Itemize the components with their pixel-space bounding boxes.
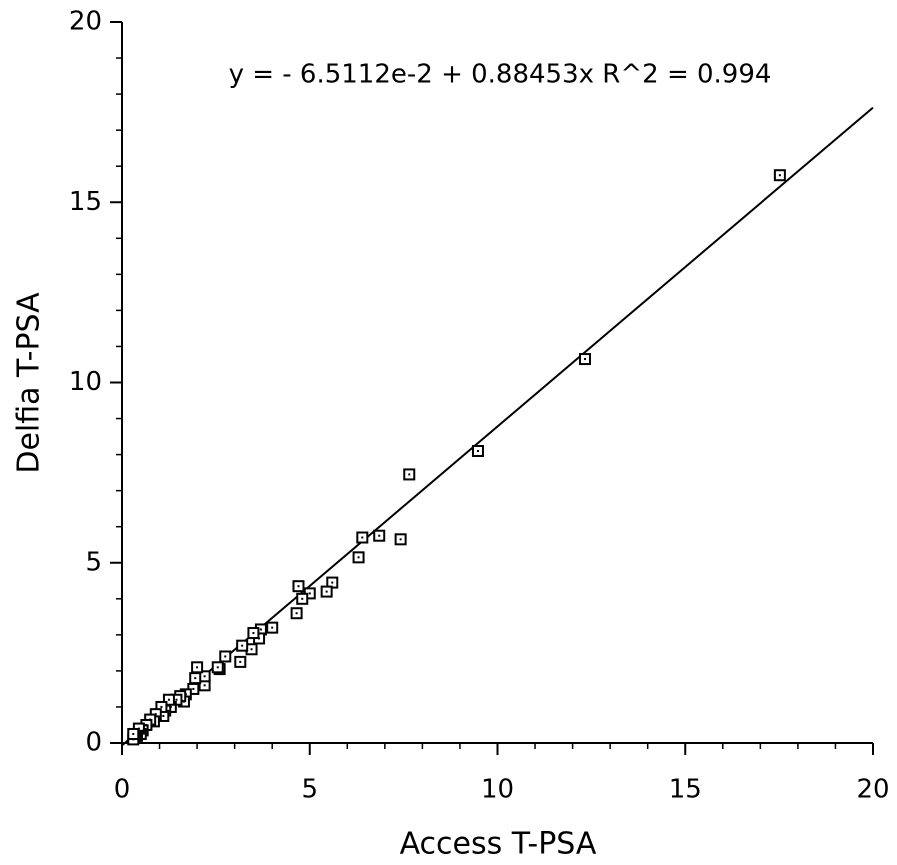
point: [234, 655, 247, 668]
point-dot: [203, 675, 206, 678]
x-tick-label: 15: [669, 775, 702, 805]
fit-line: [121, 106, 874, 747]
point: [247, 627, 260, 640]
point-dot: [252, 632, 255, 635]
x-tick-label: 0: [114, 775, 131, 805]
point-dot: [408, 473, 411, 476]
point: [189, 672, 202, 685]
y-tick-label: 15: [69, 187, 102, 217]
y-tick-label: 0: [85, 728, 102, 758]
y-tick-label: 10: [69, 367, 102, 397]
point-dot: [583, 358, 586, 361]
point-dot: [203, 684, 206, 687]
x-tick-label: 20: [856, 775, 889, 805]
point: [292, 580, 305, 593]
point-dot: [271, 626, 274, 629]
point-dot: [216, 666, 219, 669]
point-dot: [192, 687, 195, 690]
point: [773, 169, 786, 182]
point-dot: [778, 174, 781, 177]
point: [394, 533, 407, 546]
y-tick-label: 20: [69, 7, 102, 37]
point-dot: [241, 644, 244, 647]
point-dot: [239, 660, 242, 663]
point: [296, 592, 309, 605]
point-dot: [160, 705, 163, 708]
point-dot: [476, 449, 479, 452]
x-tick-label: 10: [481, 775, 514, 805]
point-dot: [196, 666, 199, 669]
point-dot: [331, 581, 334, 584]
point-dot: [301, 597, 304, 600]
point: [266, 621, 279, 634]
point-dot: [361, 536, 364, 539]
point-dot: [295, 612, 298, 615]
point-dot: [399, 538, 402, 541]
point-dot: [357, 556, 360, 559]
point-dot: [132, 732, 135, 735]
point-dot: [162, 714, 165, 717]
point: [127, 727, 140, 740]
point: [290, 607, 303, 620]
x-tick-label: 5: [301, 775, 318, 805]
fit-equation: y = - 6.5112e-2 + 0.88453x R^2 = 0.994: [229, 60, 772, 90]
point-dot: [297, 585, 300, 588]
point-dot: [175, 698, 178, 701]
point: [211, 661, 224, 674]
x-axis-title: Access T-PSA: [400, 827, 597, 862]
point-dot: [325, 590, 328, 593]
point: [471, 444, 484, 457]
point: [373, 529, 386, 542]
point: [352, 551, 365, 564]
point: [236, 639, 249, 652]
point-dot: [259, 628, 262, 631]
point-dot: [308, 592, 311, 595]
y-tick-label: 5: [85, 547, 102, 577]
point: [219, 650, 232, 663]
point: [403, 468, 416, 481]
point-dot: [167, 698, 170, 701]
point: [191, 661, 204, 674]
point-dot: [250, 648, 253, 651]
point-dot: [224, 655, 227, 658]
point: [356, 531, 369, 544]
point-dot: [378, 534, 381, 537]
point: [320, 585, 333, 598]
y-axis-title: Delfia T-PSA: [12, 292, 47, 474]
point: [578, 353, 591, 366]
point-dot: [194, 677, 197, 680]
